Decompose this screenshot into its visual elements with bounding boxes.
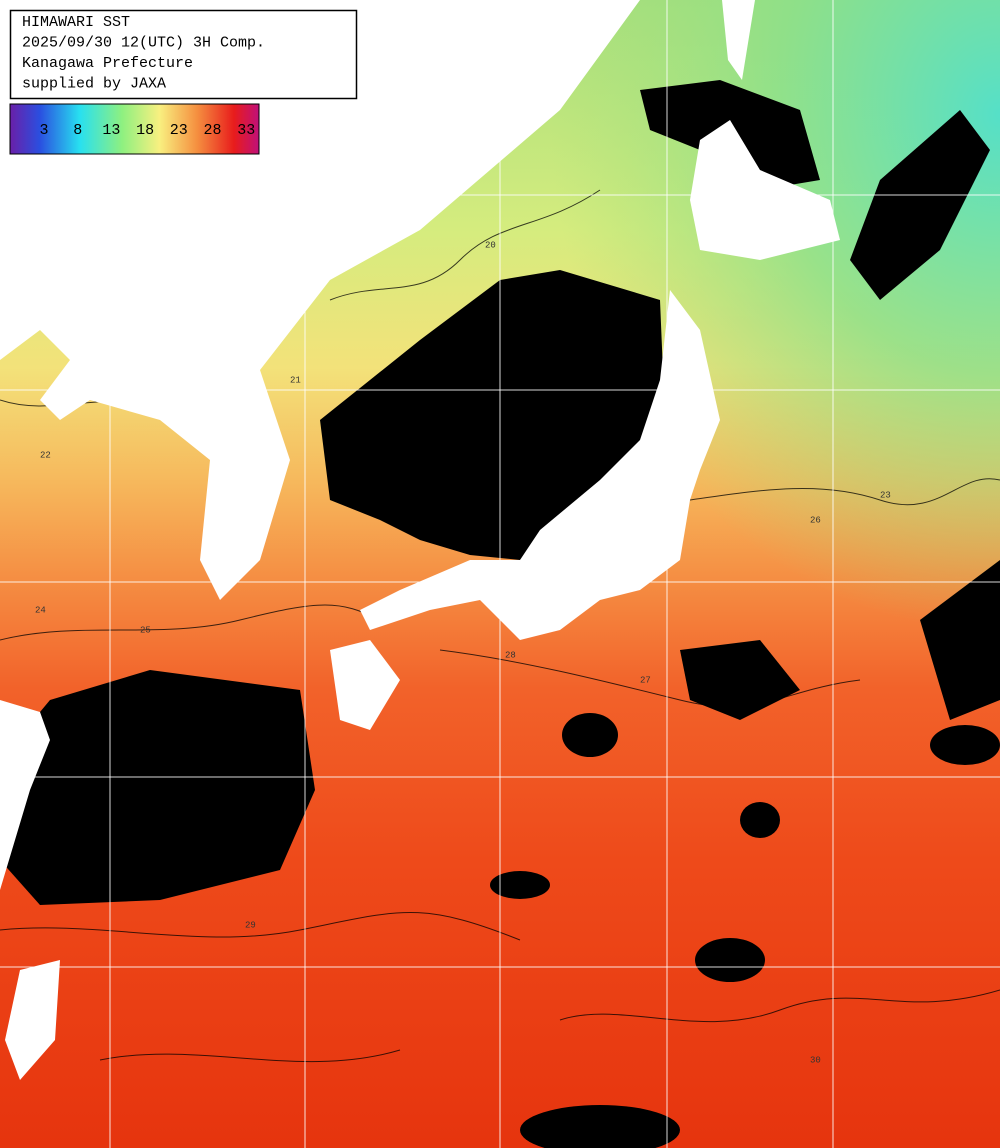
cloud xyxy=(740,802,780,838)
kyushu xyxy=(330,640,400,730)
cloud xyxy=(930,725,1000,765)
contour-label: 25 xyxy=(140,625,151,635)
taiwan xyxy=(5,960,60,1080)
colorbar-label: 23 xyxy=(170,122,188,139)
cloud xyxy=(320,270,665,560)
china-coast xyxy=(0,700,50,890)
cloud xyxy=(562,713,618,757)
header-line: supplied by JAXA xyxy=(22,75,166,92)
colorbar-label: 33 xyxy=(237,122,255,139)
contour-line xyxy=(0,912,521,941)
colorbar-label: 8 xyxy=(73,122,82,139)
header-box xyxy=(9,9,358,100)
header: HIMAWARI SST 2025/09/30 12(UTC) 3H Comp. K… xyxy=(22,14,265,93)
header-line: Kanagawa Prefecture xyxy=(22,55,193,72)
cloud xyxy=(490,871,550,899)
header-line: HIMAWARI SST xyxy=(22,14,130,31)
colorbar xyxy=(9,103,260,155)
colorbar-label: 18 xyxy=(136,122,154,139)
cloud xyxy=(920,560,1000,720)
sakhalin xyxy=(722,0,755,80)
contour-label: 27 xyxy=(640,675,651,685)
contour-label: 23 xyxy=(880,490,891,500)
contour-label: 28 xyxy=(505,650,516,660)
hokkaido xyxy=(690,120,840,260)
colorbar-label: 3 xyxy=(39,122,48,139)
clouds xyxy=(0,80,1000,1148)
cloud xyxy=(680,640,800,720)
contour-label: 20 xyxy=(485,240,496,250)
contour-line xyxy=(99,1049,401,1063)
honshu xyxy=(360,290,720,640)
contour-labels: 20 21 22 23 24 25 26 27 28 29 30 xyxy=(35,240,891,1065)
cloud xyxy=(520,1105,680,1148)
contour-label: 26 xyxy=(810,515,821,525)
contour-label: 22 xyxy=(40,450,51,460)
contour-label: 29 xyxy=(245,920,256,930)
contour-label: 30 xyxy=(810,1055,821,1065)
contour-line xyxy=(689,478,1000,506)
contour-line xyxy=(559,989,1000,1023)
contour-label: 24 xyxy=(35,605,46,615)
header-line: 2025/09/30 12(UTC) 3H Comp. xyxy=(22,34,265,51)
contours xyxy=(0,189,1000,1063)
colorbar-labels: 3 8 13 18 23 28 33 xyxy=(39,122,255,139)
cloud xyxy=(695,938,765,982)
colorbar-label: 28 xyxy=(203,122,221,139)
contour-line xyxy=(329,189,601,301)
contour-label: 21 xyxy=(290,375,301,385)
contour-line xyxy=(439,649,861,708)
cloud xyxy=(0,670,315,905)
colorbar-label: 13 xyxy=(102,122,120,139)
cloud xyxy=(850,110,990,300)
contour-line xyxy=(0,604,381,641)
